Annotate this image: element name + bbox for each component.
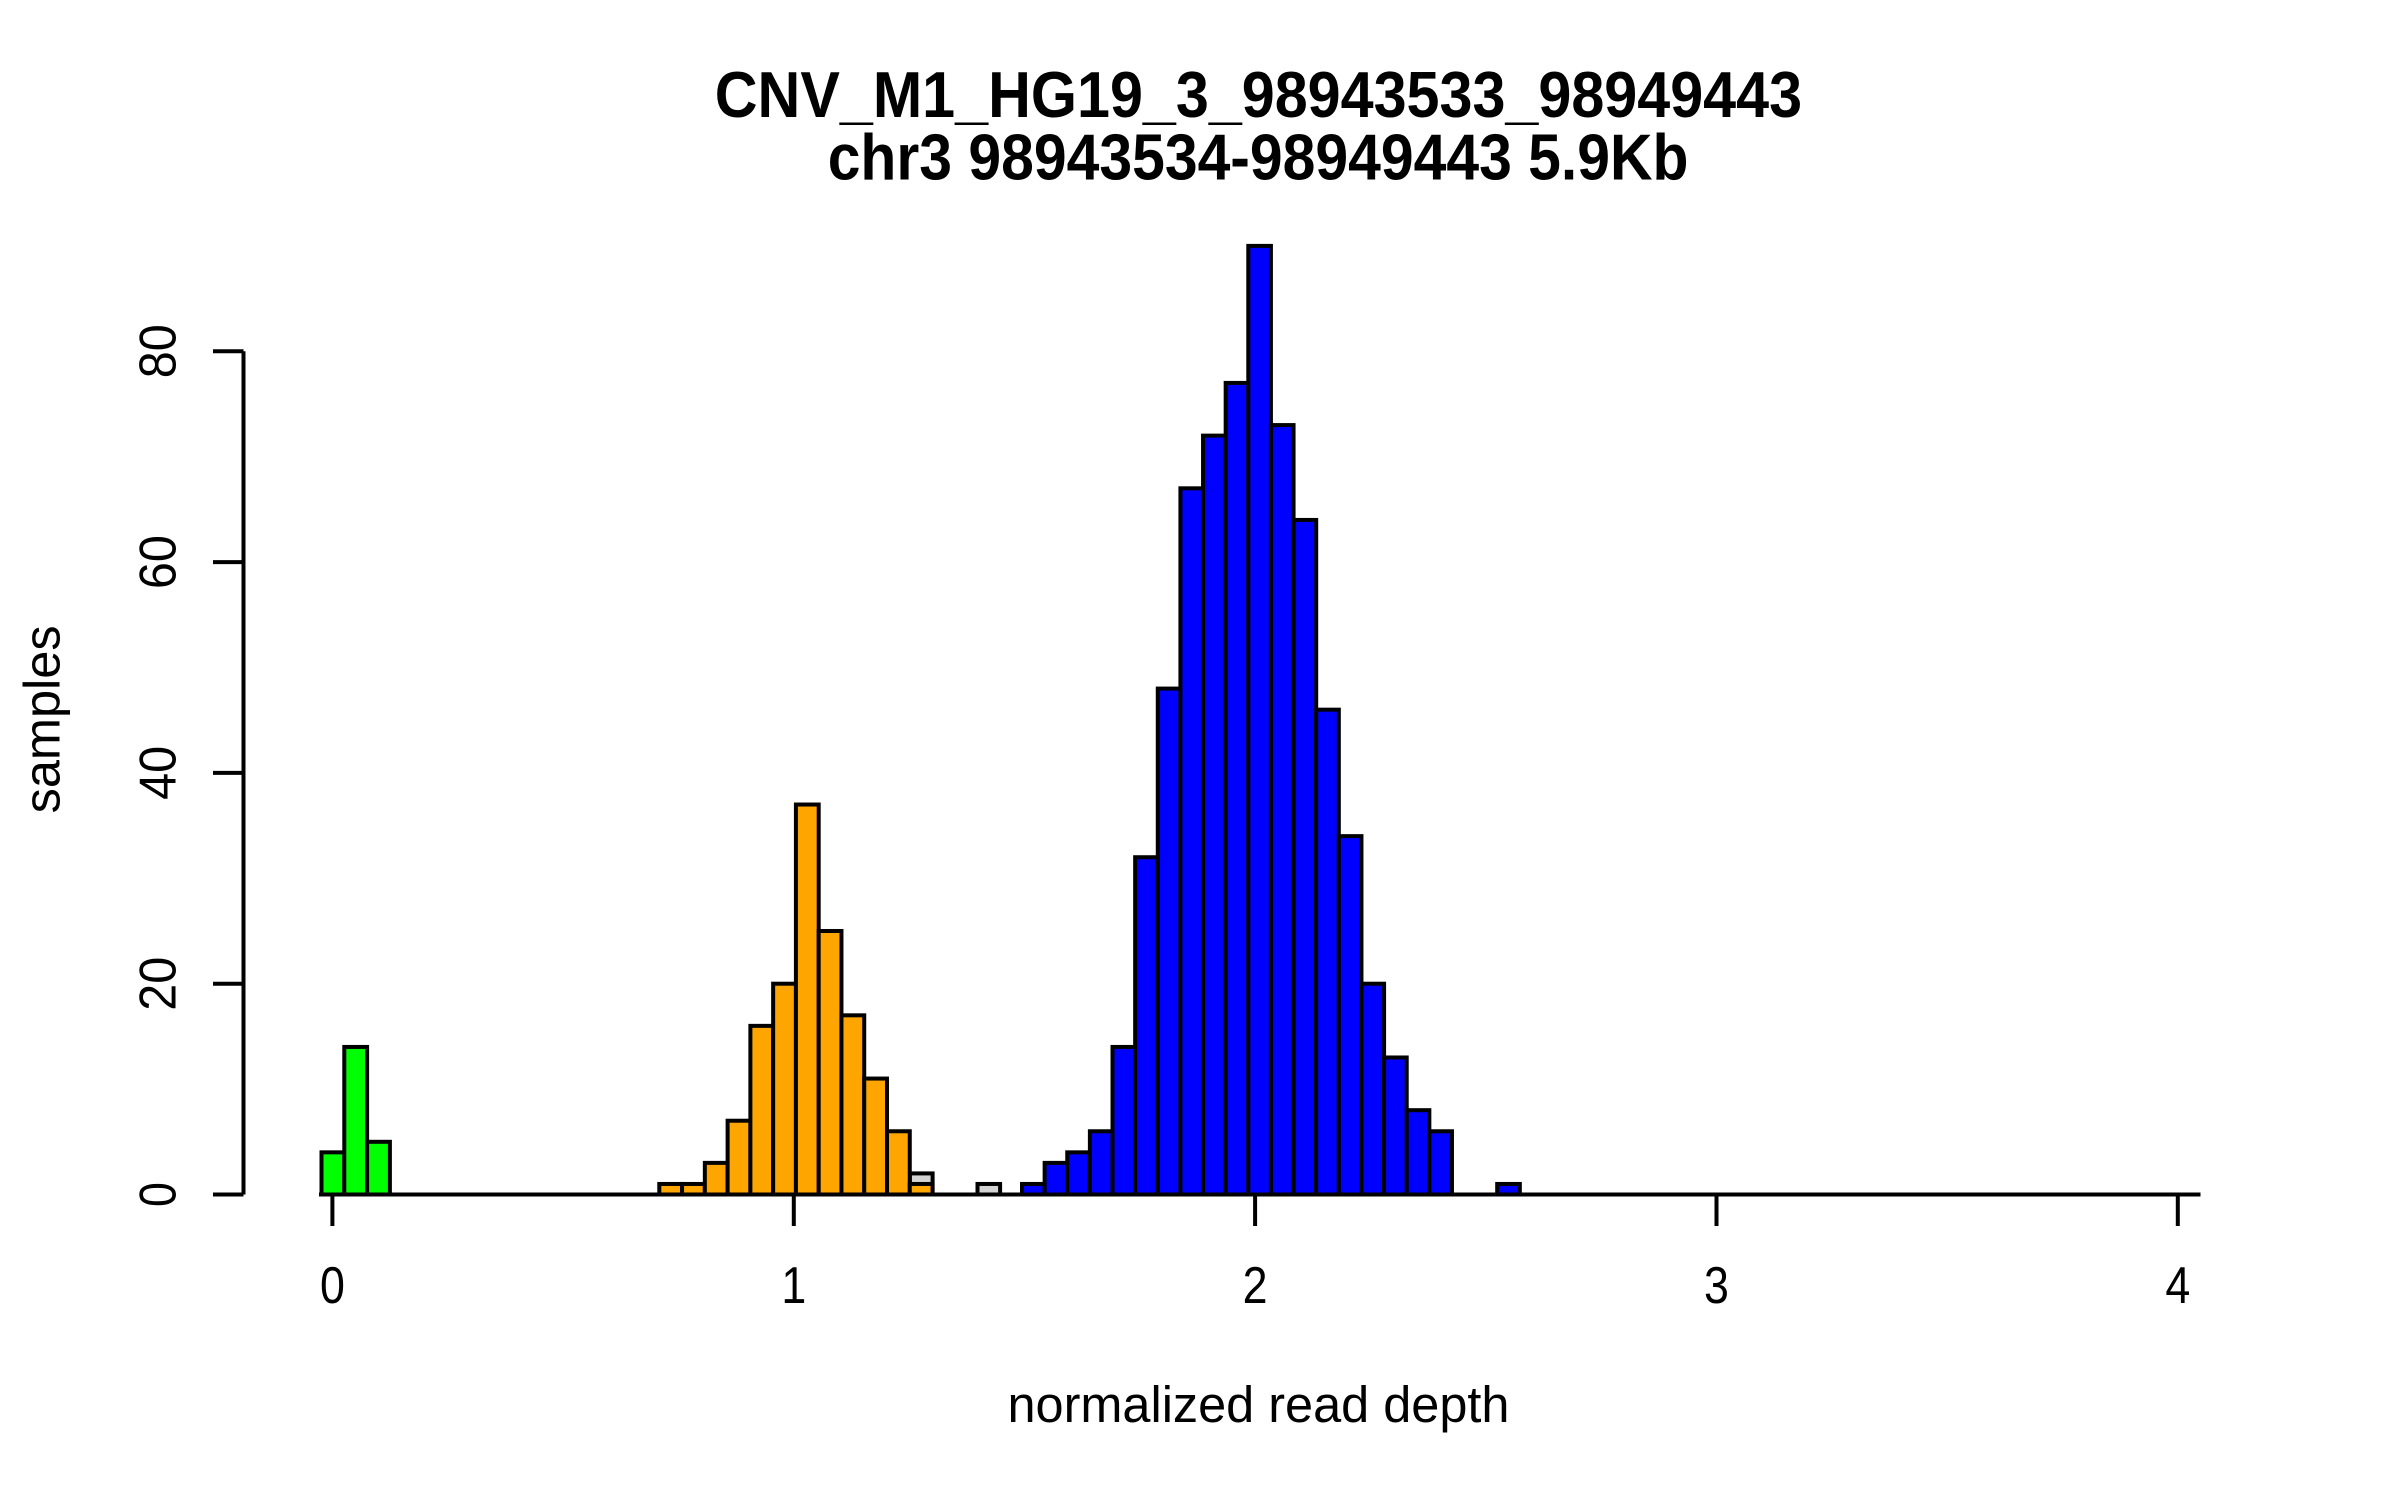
svg-text:40: 40 <box>130 746 188 800</box>
svg-text:samples: samples <box>14 625 71 813</box>
svg-text:1: 1 <box>781 1257 806 1315</box>
svg-text:0: 0 <box>130 1182 188 1207</box>
svg-text:0: 0 <box>320 1257 345 1315</box>
svg-text:2: 2 <box>1243 1257 1268 1315</box>
svg-text:80: 80 <box>130 324 188 378</box>
svg-text:chr3 98943534-98949443 5.9Kb: chr3 98943534-98949443 5.9Kb <box>828 121 1689 194</box>
svg-text:normalized read depth: normalized read depth <box>1008 1376 1510 1433</box>
svg-text:20: 20 <box>130 957 188 1011</box>
svg-text:CNV_M1_HG19_3_98943533_9894944: CNV_M1_HG19_3_98943533_98949443 <box>715 58 1802 131</box>
svg-text:60: 60 <box>130 535 188 589</box>
svg-text:3: 3 <box>1704 1257 1729 1315</box>
svg-text:4: 4 <box>2165 1257 2190 1315</box>
